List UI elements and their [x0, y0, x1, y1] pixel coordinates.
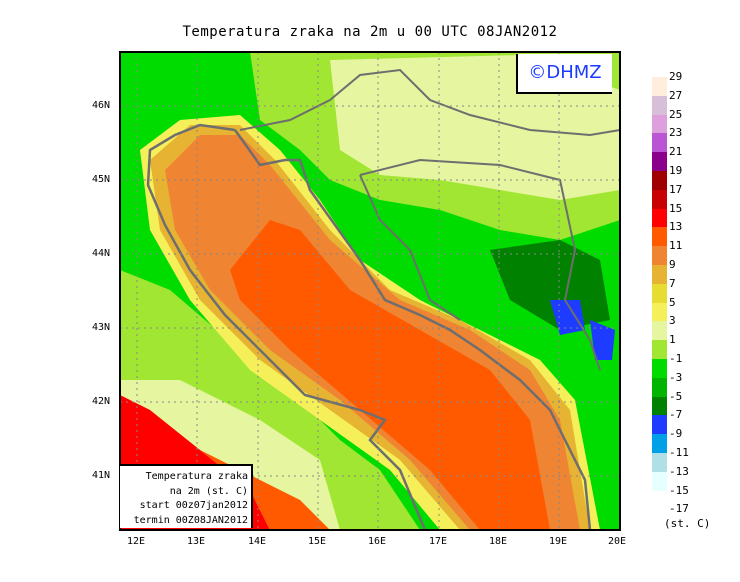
colorbar-swatch: [652, 302, 667, 322]
legend-line: start 00z07jan2012: [139, 500, 248, 511]
colorbar-label: -15: [669, 483, 689, 497]
lon-label: 18E: [489, 536, 508, 547]
lat-label: 45N: [92, 174, 111, 185]
colorbar-label: 15: [669, 201, 683, 215]
colorbar-label: 11: [669, 239, 683, 253]
gridlines: [120, 52, 620, 530]
map-title: Temperatura zraka na 2m u 00 UTC 08JAN20…: [182, 24, 558, 40]
colorbar-label: 1: [669, 333, 676, 347]
colorbar-swatch: [652, 283, 667, 304]
colorbar-label: 13: [669, 220, 683, 234]
colorbar-label: 7: [669, 276, 676, 290]
cold-spot-1: [550, 300, 585, 335]
colorbar-swatch: [652, 359, 667, 379]
colorbar-label: -3: [669, 370, 683, 384]
colorbar-swatch: [652, 471, 667, 492]
border-croatia-inner: [359, 174, 461, 321]
colorbar-label: 21: [669, 145, 683, 159]
lon-label: 15E: [308, 536, 327, 547]
coastline-croatia: [233, 129, 592, 530]
colorbar-unit: (st. C): [664, 517, 711, 530]
colorbar-label: 25: [669, 107, 683, 121]
lon-label: 13E: [187, 536, 206, 547]
lat-label: 43N: [92, 322, 111, 333]
colorbar-swatch: [652, 396, 667, 416]
colorbar-swatch: [652, 189, 667, 210]
coastline-italy: [146, 123, 427, 530]
colorbar-label: 19: [669, 164, 683, 177]
lat-label: 44N: [92, 248, 111, 259]
colorbar-label: 29: [669, 70, 683, 83]
colorbar-label: -13: [669, 464, 689, 478]
colorbar-swatch: [652, 133, 667, 153]
colorbar-swatch: [652, 171, 667, 191]
colorbar-label: -9: [669, 427, 683, 441]
colorbar-label: -1: [669, 352, 683, 365]
sea-core-warm: [230, 220, 550, 530]
colorbar-swatch: [652, 377, 667, 398]
dhmz-logo: ©DHMZ: [516, 54, 612, 94]
colorbar-swatch: [652, 434, 667, 454]
colorbar-label: 23: [669, 126, 683, 140]
colorbar-label: 9: [669, 258, 676, 271]
legend-box: Temperatura zraka na 2m (st. C) start 00…: [120, 464, 253, 528]
lon-label: 16E: [368, 536, 387, 547]
legend-line: na 2m (st. C): [169, 485, 248, 497]
colorbar-swatch: [652, 114, 667, 134]
lon-label: 19E: [549, 536, 568, 547]
colorbar-swatch: [652, 152, 667, 172]
colorbar-swatch: [652, 453, 667, 473]
colorbar-swatch: [652, 208, 667, 228]
lat-label: 41N: [92, 470, 111, 481]
map-frame: [119, 51, 621, 531]
colorbar-swatch: [652, 95, 667, 116]
colorbar-swatch: [652, 415, 667, 435]
border-bosnia: [359, 158, 601, 371]
lat-label: 46N: [92, 100, 111, 111]
colorbar-swatch: [652, 265, 667, 285]
lon-label: 20E: [608, 536, 627, 547]
colorbar-label: -7: [669, 408, 683, 422]
colorbar-swatch: [652, 321, 667, 341]
colorbar-label: 27: [669, 88, 683, 102]
colorbar-swatch: [652, 77, 667, 97]
colorbar-label: -17: [669, 502, 689, 516]
colorbar-swatch: [652, 227, 667, 247]
colorbar-label: -5: [669, 389, 683, 403]
legend-line: Temperatura zraka: [145, 471, 248, 482]
colorbar-label: 17: [669, 182, 683, 196]
lat-label: 42N: [92, 396, 111, 407]
lon-label: 14E: [248, 536, 267, 547]
lon-label: 17E: [429, 536, 448, 547]
legend-line: termin 00Z08JAN2012: [133, 514, 248, 526]
colorbar-swatch: [652, 340, 667, 360]
cold-spot-2: [590, 320, 615, 360]
colorbar-label: -11: [669, 446, 689, 459]
colorbar-label: 5: [669, 295, 676, 309]
colorbar-label: 3: [669, 314, 676, 328]
lon-label: 12E: [127, 536, 146, 547]
colorbar-swatch: [652, 246, 667, 266]
border-slovenia-croatia: [239, 68, 620, 137]
